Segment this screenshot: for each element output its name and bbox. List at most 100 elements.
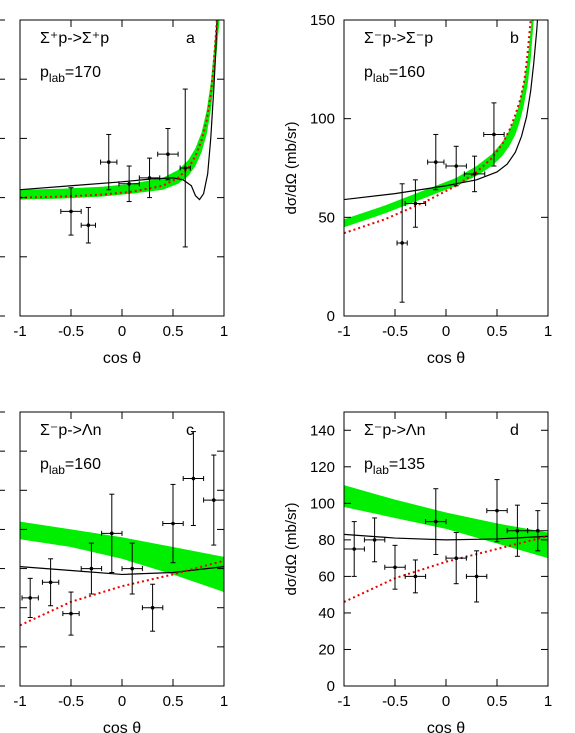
panel-letter: b [510, 30, 519, 47]
y-tick-label: 50 [318, 209, 335, 226]
point-marker [434, 160, 438, 164]
point-marker [127, 181, 131, 186]
plab-value: =160 [65, 456, 101, 473]
x-tick-label: 0 [442, 693, 450, 710]
panel-letter: a [186, 30, 195, 47]
data-point [363, 517, 386, 563]
x-tick-label: 1 [544, 693, 552, 710]
y-tick-label: 0 [327, 308, 335, 325]
data-point [138, 157, 161, 199]
point-marker [212, 498, 216, 502]
data-point [445, 532, 467, 585]
panel-letter: c [186, 422, 194, 439]
data-point [396, 183, 408, 303]
point-marker [166, 152, 170, 156]
plab-label: plab=135 [364, 456, 425, 477]
curves [20, 521, 224, 627]
x-tick-label: 0 [442, 323, 450, 340]
point-marker [130, 566, 134, 571]
point-marker [69, 209, 73, 214]
data-point [179, 88, 191, 248]
data-point [486, 479, 508, 543]
plab-symbol: p [40, 64, 49, 81]
x-axis-label: cos θ [103, 720, 141, 733]
point-marker [495, 508, 499, 513]
y-axis-label: dσ/dΩ (mb/sr) [283, 503, 300, 596]
data-point [141, 583, 164, 632]
data-point [21, 577, 39, 618]
x-tick-label: -0.5 [58, 323, 84, 340]
x-tick-label: 0 [118, 323, 126, 340]
panel-a: -1 -0.5 0 0.5 1 cos θ Σ⁺p->Σ⁺p plab=170 a [0, 19, 228, 367]
x-tick-label: -0.5 [382, 323, 408, 340]
data-point [384, 544, 406, 590]
panel-d: -1 -0.5 0 0.5 1 0 20 40 60 80 100 120 140 cos θ dσ/dΩ … [283, 411, 552, 733]
x-tick-label: 0.5 [163, 323, 184, 340]
data-point [463, 155, 486, 193]
panel-letter: d [510, 422, 519, 439]
point-marker [191, 476, 196, 481]
data-point [100, 133, 118, 191]
x-tick-label: -1 [337, 323, 350, 340]
plab-label: plab=160 [40, 456, 101, 477]
point-marker [434, 519, 438, 524]
dotted-curve [344, 20, 532, 235]
y-tick-label: 40 [318, 605, 335, 622]
point-marker [393, 565, 397, 570]
plab-symbol: p [364, 456, 373, 473]
curves [20, 20, 220, 201]
data-point [465, 550, 488, 603]
y-tick-label: 60 [318, 568, 335, 585]
data-point [162, 483, 184, 564]
data-point [62, 591, 80, 636]
point-marker [110, 531, 114, 536]
y-tick-label: 140 [310, 422, 335, 439]
y-tick-label: 0 [327, 678, 335, 695]
solid-curve [20, 20, 218, 201]
plab-subscript: lab [373, 71, 389, 85]
data-point [182, 431, 205, 527]
x-tick-label: 1 [220, 693, 228, 710]
x-tick-label: 0.5 [487, 323, 508, 340]
point-marker [413, 574, 418, 579]
point-marker [106, 160, 111, 164]
data-point [121, 542, 143, 595]
plab-value: =160 [389, 64, 425, 81]
data-point [203, 454, 225, 546]
x-tick-label: -1 [337, 693, 350, 710]
panel-c: -1 -0.5 0 0.5 1 cos θ Σ⁻p->Λn plab=160 c [0, 411, 228, 733]
y-tick-label: 150 [310, 12, 335, 29]
point-marker [150, 605, 155, 610]
data-point [80, 542, 103, 595]
solid-curve [344, 20, 539, 201]
data-point [80, 206, 96, 244]
data-point [41, 558, 60, 607]
uncertainty-band [344, 20, 534, 228]
point-marker [69, 611, 73, 616]
data-point [404, 179, 427, 228]
data-point [445, 145, 467, 187]
data-point [60, 187, 82, 236]
plab-symbol: p [40, 456, 49, 473]
x-tick-label: -0.5 [382, 693, 408, 710]
plab-subscript: lab [49, 463, 65, 477]
reaction-label: Σ⁻p->Σ⁻p [364, 30, 433, 47]
point-marker [86, 223, 91, 228]
point-marker [352, 547, 357, 551]
data-point [425, 488, 447, 555]
x-tick-label: 0.5 [487, 693, 508, 710]
solid-curve [344, 533, 548, 541]
point-marker [400, 241, 404, 245]
point-marker [171, 521, 175, 526]
x-tick-label: -0.5 [58, 693, 84, 710]
point-marker [48, 580, 53, 585]
plab-subscript: lab [49, 71, 65, 85]
solid-curve [20, 566, 224, 576]
x-axis-label: cos θ [103, 350, 141, 367]
x-tick-label: 1 [220, 323, 228, 340]
plab-value: =135 [389, 456, 425, 473]
plab-value: =170 [65, 64, 101, 81]
y-axis-label: dσ/dΩ (mb/sr) [283, 122, 300, 215]
data-point [101, 493, 123, 573]
data-point [506, 504, 529, 557]
